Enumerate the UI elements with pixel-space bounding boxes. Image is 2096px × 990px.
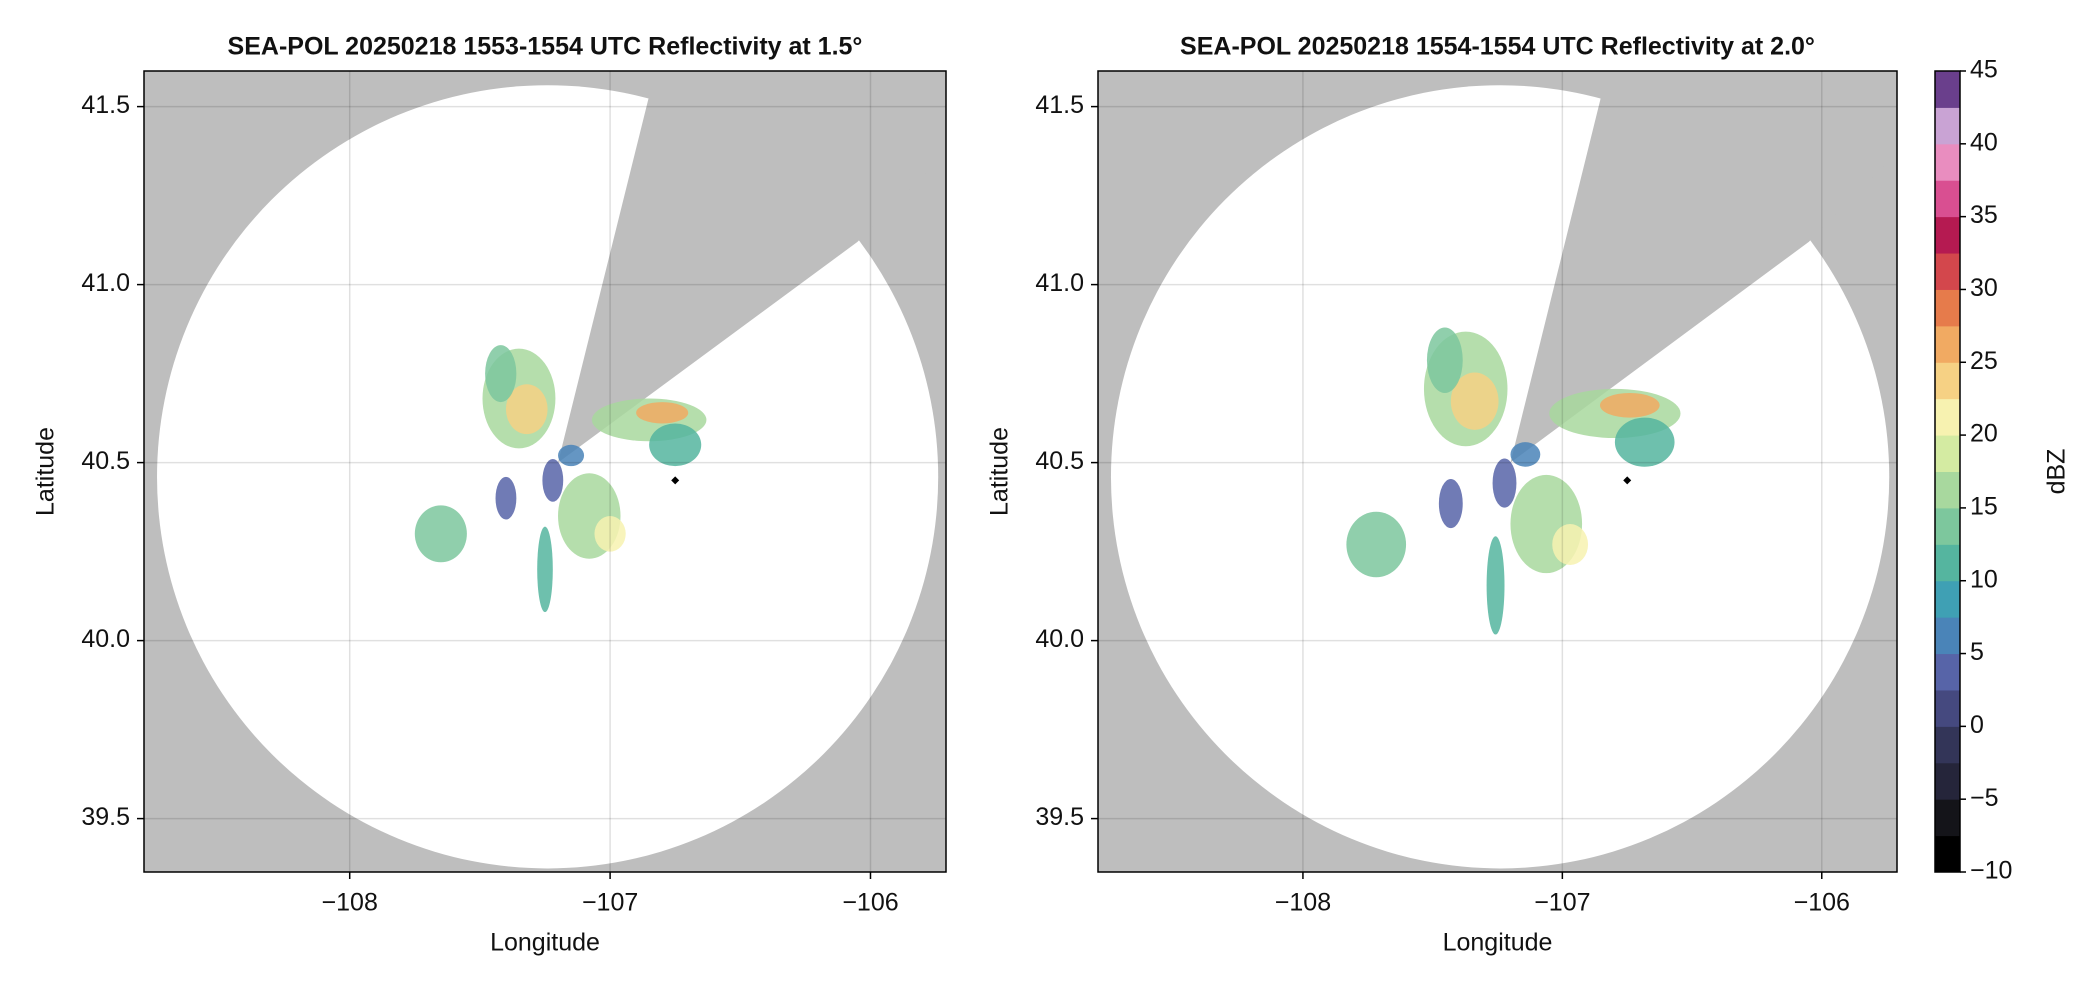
echo: [495, 476, 517, 520]
colorbar-segment: [1935, 762, 1960, 800]
colorbar-segment: [1935, 253, 1960, 290]
panel: −108 −107 −106 39.5 40.0 40.5 41.0 41.5 SEA-POL …: [32, 33, 947, 957]
y-tick-label: 40.5: [81, 447, 130, 475]
colorbar-tick-label: 25: [1970, 347, 1998, 375]
y-axis-label: Latitude: [32, 427, 60, 516]
colorbar-segment: [1935, 362, 1960, 400]
colorbar-segment: [1935, 107, 1960, 145]
blocked-sector: [558, 71, 946, 463]
colorbar-frame: [1934, 70, 1961, 873]
colorbar-segment: [1935, 726, 1960, 764]
colorbar: −10 −5 0 5 10 15 20 25 30 35 40 45 dBZ: [1934, 56, 2071, 885]
colorbar-segment: [1935, 580, 1960, 618]
y-tick-label: 41.5: [1035, 91, 1084, 119]
colorbar-segment: [1935, 617, 1960, 655]
x-tick-label: −106: [842, 889, 898, 917]
chart-title: SEA-POL 20250218 1553-1554 UTC Reflectiv…: [228, 33, 863, 61]
x-axis-label: Longitude: [490, 929, 600, 957]
colorbar-segment: [1935, 689, 1960, 727]
y-tick-label: 40.5: [1035, 447, 1084, 475]
x-tick-label: −106: [1794, 889, 1850, 917]
echo: [505, 384, 548, 435]
colorbar-tick-label: 35: [1970, 201, 1998, 229]
colorbar-tick-label: 0: [1970, 711, 1984, 739]
y-tick-label: 39.5: [81, 803, 130, 831]
echo: [1426, 327, 1463, 394]
echo: [537, 526, 553, 613]
colorbar-segment: [1935, 71, 1960, 108]
x-axis-label: Longitude: [1443, 929, 1553, 957]
plot-area: [1098, 71, 1897, 872]
colorbar-label: dBZ: [2043, 449, 2071, 495]
y-tick-label: 41.5: [81, 91, 130, 119]
colorbar-segment: [1935, 835, 1960, 873]
echo: [1552, 524, 1589, 565]
colorbar-segment: [1935, 325, 1960, 363]
colorbar-segment: [1935, 143, 1960, 181]
echo: [542, 459, 564, 502]
x-tick-label: −108: [322, 889, 378, 917]
site-marker: [1623, 476, 1632, 485]
colorbar-segment: [1935, 507, 1960, 545]
panel: −108 −107 −106 39.5 40.0 40.5 41.0 41.5 SEA-POL …: [986, 33, 1898, 957]
colorbar-segment: [1935, 471, 1960, 509]
colorbar-tick-label: 30: [1970, 274, 1998, 302]
colorbar-tick-label: 45: [1970, 56, 1998, 84]
colorbar-segment: [1935, 398, 1960, 436]
x-tick-label: −108: [1275, 889, 1331, 917]
echo: [1346, 511, 1407, 578]
colorbar-segment: [1935, 544, 1960, 582]
plot-frame: [143, 70, 947, 873]
colorbar-segment: [1935, 799, 1960, 837]
echo: [414, 505, 467, 563]
echo: [485, 345, 517, 403]
y-tick-label: 41.0: [1035, 269, 1084, 297]
colorbar-tick-label: 15: [1970, 493, 1998, 521]
x-tick-label: −107: [1534, 889, 1590, 917]
chart-title: SEA-POL 20250218 1554-1554 UTC Reflectiv…: [1180, 33, 1815, 61]
site-marker: [671, 476, 680, 485]
colorbar-tick-label: 20: [1970, 420, 1998, 448]
y-tick-label: 40.0: [81, 625, 130, 653]
colorbar-segment: [1935, 435, 1960, 472]
colorbar-segment: [1935, 289, 1960, 327]
colorbar-tick-label: 10: [1970, 565, 1998, 593]
blocked-sector: [1510, 71, 1897, 463]
y-tick-label: 39.5: [1035, 803, 1084, 831]
colorbar-segment: [1935, 216, 1960, 254]
colorbar-tick-label: 40: [1970, 128, 1998, 156]
echo: [1599, 393, 1660, 418]
echo: [1450, 372, 1499, 430]
colorbar-tick-label: −5: [1970, 784, 1999, 812]
y-axis-label: Latitude: [986, 427, 1014, 516]
plot-frame: [1097, 70, 1898, 873]
plot-area: [144, 71, 946, 872]
echo: [1438, 478, 1463, 529]
y-tick-label: 40.0: [1035, 625, 1084, 653]
colorbar-segment: [1935, 180, 1960, 218]
echo: [558, 444, 585, 467]
echo: [1510, 442, 1541, 467]
echo: [636, 402, 689, 424]
echo: [1486, 536, 1505, 635]
echo: [649, 423, 702, 467]
echo: [594, 516, 626, 552]
x-tick-label: −107: [582, 889, 638, 917]
colorbar-tick-label: −10: [1970, 857, 2012, 885]
y-tick-label: 41.0: [81, 269, 130, 297]
echo: [1614, 417, 1675, 467]
echo: [1492, 458, 1517, 508]
colorbar-tick-label: 5: [1970, 638, 1984, 666]
colorbar-segment: [1935, 653, 1960, 691]
